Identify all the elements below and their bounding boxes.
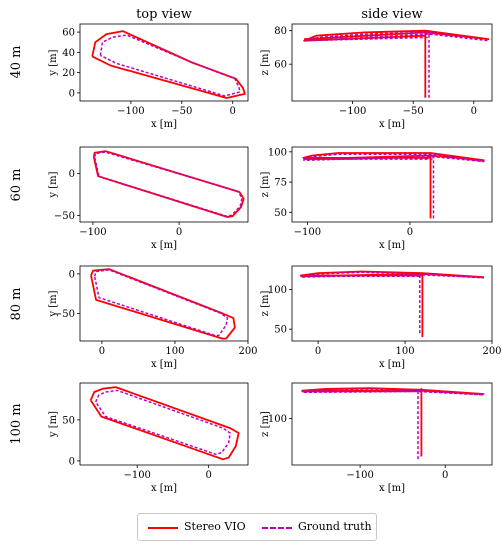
axes-frame-0 [79, 23, 249, 102]
x-axis-label-4: x [m] [151, 359, 177, 370]
column-title-side: side view [361, 7, 422, 22]
y-axis-label-7: z [m] [260, 411, 271, 437]
x-axis-label-5: x [m] [379, 359, 405, 370]
y-tick-label-2: −50 [54, 211, 75, 222]
y-tick-label-4: 0 [69, 269, 75, 280]
series-stereo-vio-line-5 [299, 270, 485, 338]
x-tick-label-1: 0 [471, 106, 477, 117]
x-axis-label-7: x [m] [379, 483, 405, 494]
legend-label-vio: Stereo VIO [184, 520, 246, 533]
y-tick-label-6: 50 [62, 415, 75, 426]
y-axis-label-6: y [m] [48, 411, 59, 438]
series-stereo-vio-line-0 [91, 30, 246, 99]
series-ground-truth-line-2 [93, 151, 243, 217]
x-axis-label-6: x [m] [151, 483, 177, 494]
series-ground-truth-line-7 [301, 388, 485, 460]
axes-frame-6 [79, 382, 249, 466]
x-axis-label-1: x [m] [379, 119, 405, 130]
series-ground-truth-line-4 [93, 269, 229, 337]
y-tick-label-3: 50 [274, 208, 287, 219]
series-stereo-vio-line-6 [89, 386, 240, 461]
axes-frame-3 [291, 146, 493, 223]
axes-frame-1 [291, 23, 493, 102]
y-axis-label-2: y [m] [48, 171, 59, 198]
y-tick-label-3: 100 [268, 147, 287, 158]
x-tick-label-4: 100 [165, 346, 184, 357]
x-tick-label-1: −50 [403, 106, 424, 117]
series-ground-truth-line-6 [95, 389, 231, 456]
legend-label-gt: Ground truth [298, 520, 372, 533]
column-title-top: top view [136, 7, 192, 22]
y-tick-label-0: 0 [69, 88, 75, 99]
series-ground-truth-line-5 [299, 271, 485, 334]
x-tick-label-3: 0 [407, 227, 413, 238]
x-tick-label-5: 200 [482, 346, 501, 357]
y-tick-label-1: 80 [274, 26, 287, 37]
chart-legend: Stereo VIO Ground truth [137, 513, 377, 541]
axes-frame-7 [291, 382, 493, 466]
axes-frame-4 [79, 265, 249, 342]
y-axis-label-0: y [m] [48, 49, 59, 76]
y-tick-label-5: 100 [268, 285, 287, 296]
x-tick-label-7: −100 [346, 470, 373, 481]
series-stereo-vio-line-3 [302, 152, 485, 219]
x-axis-label-2: x [m] [151, 240, 177, 251]
y-axis-label-5: z [m] [260, 291, 271, 317]
y-tick-label-0: 40 [62, 48, 75, 59]
y-tick-label-5: 50 [274, 325, 287, 336]
y-tick-label-0: 60 [62, 28, 75, 39]
series-stereo-vio-line-2 [92, 150, 245, 218]
y-axis-label-4: y [m] [48, 290, 59, 317]
y-tick-label-6: 0 [69, 456, 75, 467]
y-tick-label-7: 100 [268, 414, 287, 425]
series-stereo-vio-line-4 [90, 268, 236, 340]
x-tick-label-5: 100 [395, 346, 414, 357]
x-axis-label-3: x [m] [379, 240, 405, 251]
row-label-1: 60 m [9, 168, 24, 201]
y-tick-label-2: 0 [69, 169, 75, 180]
figure-canvas: top view side view 40 m 60 m 80 m 100 m −100 −5… [9, 7, 502, 494]
x-tick-label-2: −100 [79, 227, 106, 238]
y-tick-label-4: −50 [54, 309, 75, 320]
x-tick-label-1: −100 [339, 106, 366, 117]
axes-frame-2 [79, 146, 249, 223]
x-axis-label-0: x [m] [151, 119, 177, 130]
x-tick-label-0: −100 [117, 106, 144, 117]
x-tick-label-5: 0 [315, 346, 321, 357]
x-tick-label-4: 200 [238, 346, 257, 357]
x-tick-label-0: 0 [230, 106, 236, 117]
series-stereo-vio-line-7 [301, 387, 485, 457]
x-tick-label-3: −100 [294, 227, 321, 238]
series-ground-truth-line-0 [99, 34, 241, 97]
legend-line-vio [148, 527, 178, 529]
x-tick-label-4: 0 [99, 346, 105, 357]
row-label-0: 40 m [9, 45, 24, 78]
x-tick-label-0: −50 [171, 106, 192, 117]
y-tick-label-1: 60 [274, 60, 287, 71]
x-tick-label-6: 0 [205, 470, 211, 481]
row-label-2: 80 m [9, 287, 24, 320]
series-stereo-vio-line-1 [303, 29, 490, 98]
y-axis-label-1: z [m] [260, 50, 271, 76]
x-tick-label-2: 0 [176, 227, 182, 238]
x-tick-label-7: 0 [442, 470, 448, 481]
y-tick-label-3: 75 [274, 178, 287, 189]
series-ground-truth-line-3 [302, 153, 485, 219]
x-tick-label-6: −100 [123, 470, 150, 481]
y-tick-label-0: 20 [62, 68, 75, 79]
row-label-3: 100 m [9, 403, 24, 444]
legend-line-gt [262, 527, 292, 529]
axes-frame-5 [291, 265, 493, 342]
series-ground-truth-line-1 [303, 29, 490, 98]
y-axis-label-3: z [m] [260, 172, 271, 198]
